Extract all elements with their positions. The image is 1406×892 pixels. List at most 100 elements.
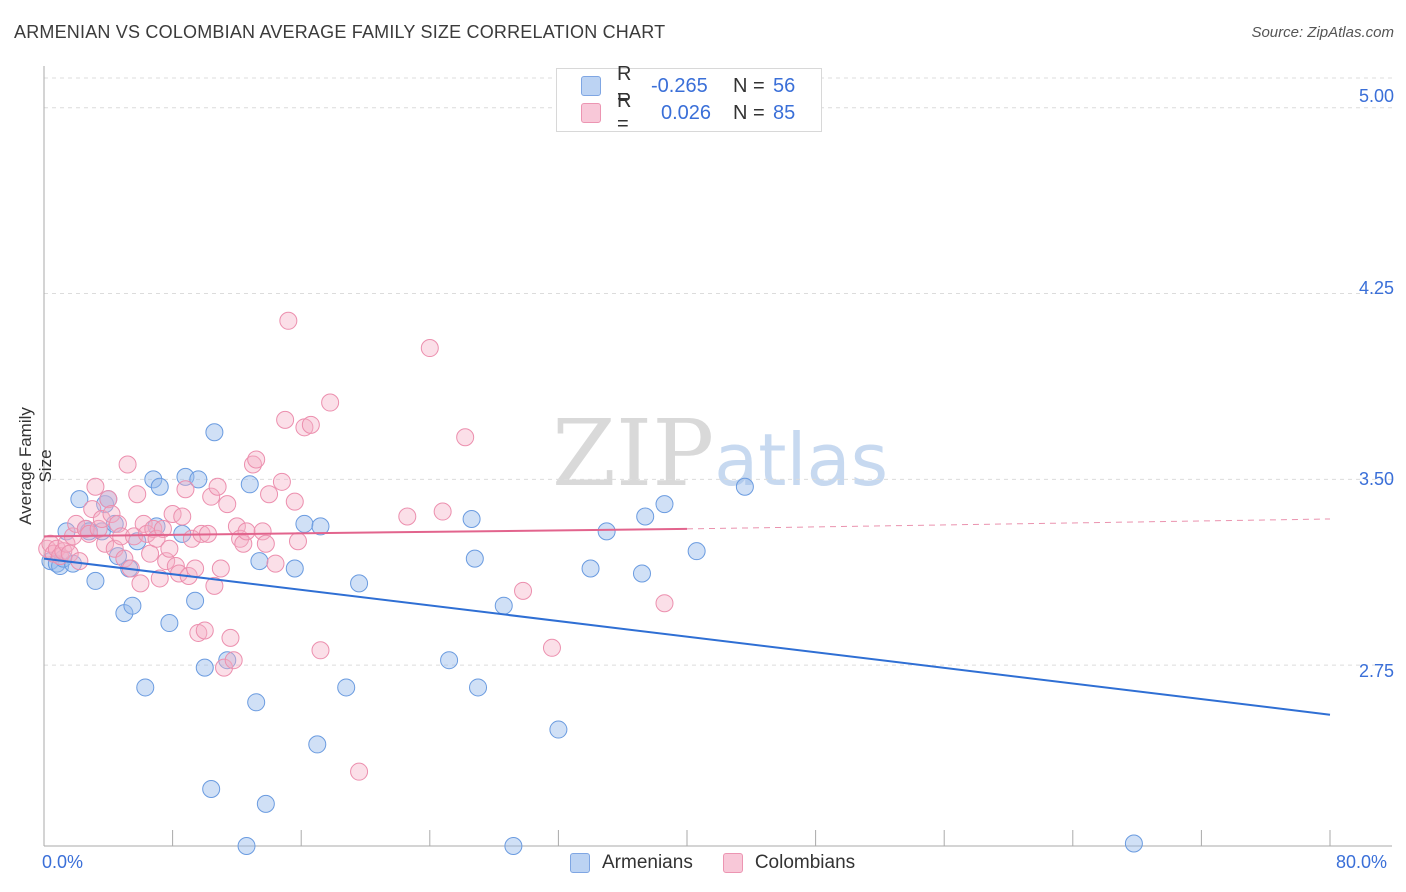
colombian-point — [221, 628, 240, 647]
bottom-legend-colombians: Colombians — [722, 852, 856, 874]
legend-row-armenians: R = -0.265 N = 56 — [581, 63, 796, 108]
y-tick-label-3.50: 3.50 — [1358, 469, 1394, 489]
armenian-point — [86, 571, 105, 590]
armenians-legend-label: Armenians — [602, 852, 693, 873]
legend-r-label: R = — [617, 63, 632, 108]
armenian-point — [150, 477, 169, 496]
legend-n-value: 56 — [773, 74, 796, 97]
armenian-point — [247, 693, 266, 712]
colombian-point — [102, 505, 121, 524]
colombian-point — [514, 581, 533, 600]
legend-n-value: 85 — [773, 101, 796, 124]
colombian-point — [247, 450, 266, 469]
armenian-point — [1124, 834, 1143, 853]
colombian-point — [128, 485, 147, 504]
bottom-legend: Armenians Colombians — [570, 852, 885, 874]
colombians-swatch — [581, 103, 601, 123]
x-tick-label-max: 80.0% — [1336, 852, 1388, 872]
armenian-point — [186, 591, 205, 610]
colombian-point — [224, 651, 243, 670]
legend: R = -0.265 N = 56 R = 0.026 N = 85 — [556, 63, 822, 135]
colombian-trend-extension — [686, 518, 1331, 530]
colombian-point — [160, 539, 179, 558]
colombian-point — [92, 509, 111, 528]
colombian-point — [186, 559, 205, 578]
armenian-point — [144, 470, 163, 489]
colombian-point — [350, 762, 369, 781]
armenian-point — [581, 559, 600, 578]
armenian-point — [237, 837, 256, 855]
colombian-point — [285, 492, 304, 511]
colombian-point — [118, 455, 137, 474]
colombian-point — [144, 519, 163, 538]
colombian-point — [208, 477, 227, 496]
armenian-point — [205, 423, 224, 442]
colombian-point — [86, 477, 105, 496]
armenians-legend-swatch — [570, 853, 590, 873]
colombian-point — [153, 519, 172, 538]
colombian-point — [433, 502, 452, 521]
source-label: Source: ZipAtlas.com — [1251, 24, 1394, 41]
colombian-point — [176, 480, 195, 499]
armenian-point — [636, 507, 655, 526]
colombian-point — [237, 522, 256, 541]
armenian-point — [311, 517, 330, 536]
colombian-point — [655, 594, 674, 613]
colombians-legend-label: Colombians — [754, 852, 856, 873]
armenian-point — [687, 542, 706, 561]
colombian-point — [202, 487, 221, 506]
armenians-swatch — [581, 76, 601, 96]
armenian-point — [597, 522, 616, 541]
armenian-point — [494, 596, 513, 615]
armenian-point — [195, 658, 214, 677]
colombian-point — [205, 576, 224, 595]
colombian-point — [260, 485, 279, 504]
colombian-point — [173, 507, 192, 526]
colombian-point — [67, 514, 86, 533]
colombian-point — [70, 552, 89, 571]
colombian-point — [276, 410, 295, 429]
legend-r-value: 0.026 — [661, 101, 712, 124]
armenian-point — [128, 532, 147, 551]
legend-n-label: N = — [733, 101, 765, 124]
colombian-point — [420, 339, 439, 358]
armenian-point — [465, 549, 484, 568]
armenian-point — [70, 490, 89, 509]
colombian-point — [321, 393, 340, 412]
colombian-point — [542, 638, 561, 657]
watermark: ZIPatlas — [552, 400, 888, 507]
armenian-point — [285, 559, 304, 578]
colombian-point — [288, 532, 307, 551]
armenian-point — [462, 509, 481, 528]
colombian-point — [195, 621, 214, 640]
colombian-point — [141, 544, 160, 563]
armenian-point — [250, 552, 269, 571]
colombian-point — [115, 549, 134, 568]
colombian-point — [218, 495, 237, 514]
colombian-point — [243, 455, 262, 474]
armenian-point — [655, 495, 674, 514]
colombian-point — [398, 507, 417, 526]
y-axis-label: Average Family Size — [16, 407, 55, 525]
armenian-point — [337, 678, 356, 697]
colombian-point — [211, 559, 230, 578]
colombian-point — [256, 534, 275, 553]
armenian-point — [440, 651, 459, 670]
armenian-point — [189, 470, 208, 489]
armenian-point — [202, 780, 221, 799]
armenian-point — [256, 794, 275, 813]
watermark-zip: ZIP — [552, 400, 715, 507]
colombian-point — [76, 519, 95, 538]
watermark-atlas: atlas — [714, 418, 889, 502]
colombian-point — [99, 490, 118, 509]
armenian-point — [469, 678, 488, 697]
colombian-point — [131, 574, 150, 593]
armenian-point — [240, 475, 259, 494]
armenian-point — [308, 735, 327, 754]
armenian-point — [295, 514, 314, 533]
x-tick-label-min: 0.0% — [42, 852, 84, 872]
legend-row-colombians: R = 0.026 N = 85 — [581, 90, 796, 135]
colombian-point — [279, 311, 298, 330]
colombian-point — [311, 641, 330, 660]
